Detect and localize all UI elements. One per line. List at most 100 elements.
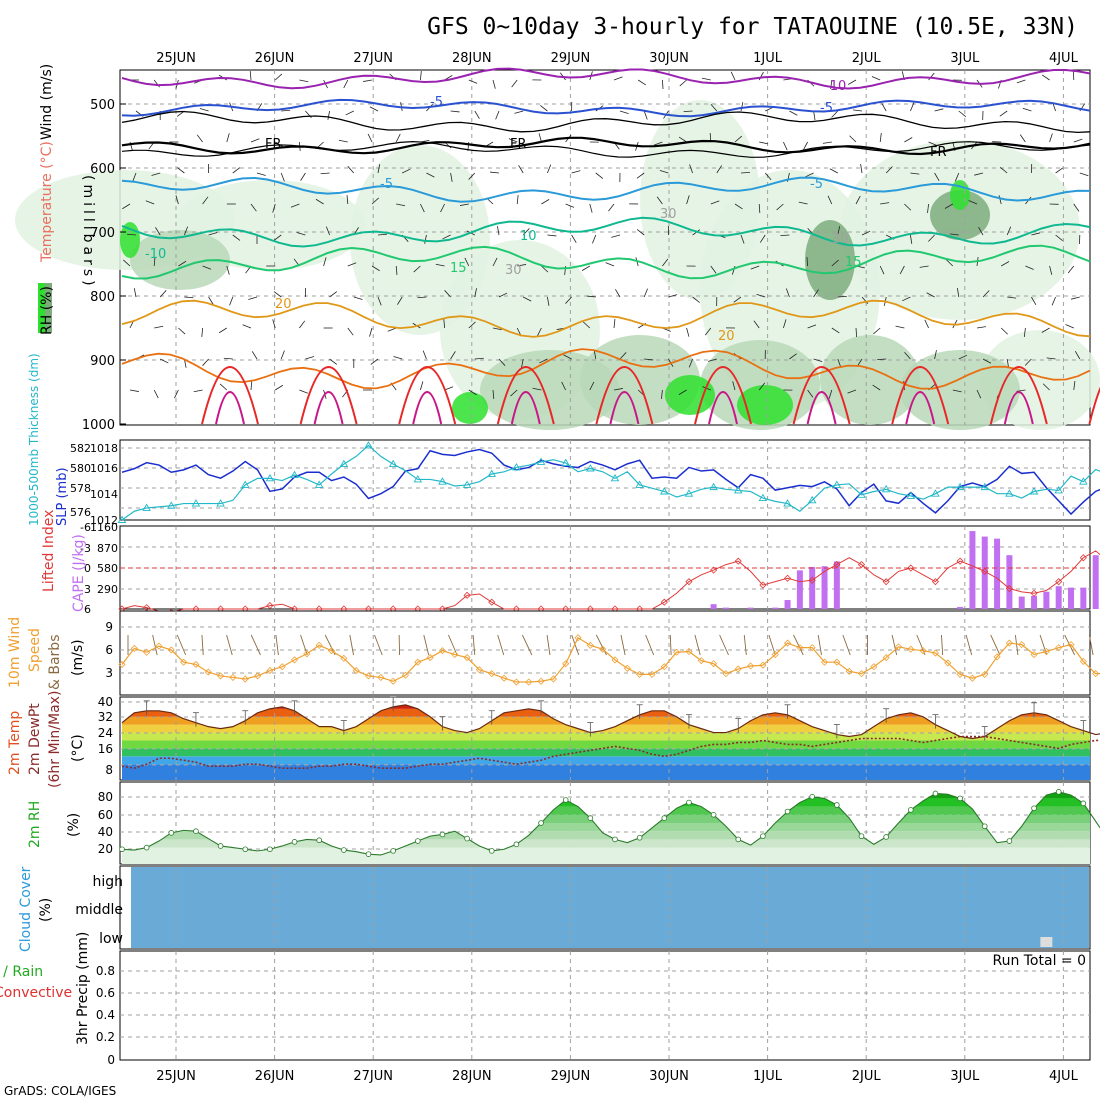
rh2m-axis: 80 60 40 20 [98,790,113,856]
wind-speed-marker [451,650,459,659]
wind-barb [444,290,451,298]
wind-speed-marker [993,653,1001,661]
wind-barb [274,384,284,391]
wind-barb [296,232,306,236]
wind-barb [934,108,944,112]
wind-barb [861,296,869,305]
wind10m-frame [119,610,1091,696]
wind-barb [822,141,832,144]
wind-barb [498,292,508,298]
wind-barb [807,324,817,329]
wind-barb [242,324,252,329]
isotherm [121,110,1091,134]
wind-barb [798,201,808,205]
wind-barb [132,172,137,182]
bottom-date-axis: 25JUN 26JUN 27JUN 28JUN 29JUN 30JUN 1JUL 2JUL 3J… [156,1069,1078,1084]
wind-barb [613,388,623,391]
wind-speed-marker [796,644,804,652]
rh-marker [1031,805,1037,812]
wind-barb [848,79,857,85]
isotherm [121,140,1091,158]
pressure-tick-label: 800 [90,290,115,305]
wind-barb [1070,296,1080,300]
cape-bar [957,606,964,609]
thickness-marker [240,480,250,488]
cape-bar [1092,555,1099,609]
wind-speed-marker [229,673,237,682]
wind-barb [371,265,380,272]
top-date-label: 27JUN [353,51,393,66]
rh-marker [883,834,889,840]
wind-speed-marker [549,675,557,683]
wind-barb [919,265,929,268]
wind-barb [968,200,978,205]
precip-tick-label: 0.2 [96,1030,115,1044]
wind-speed-marker [327,647,336,655]
wind-speed-marker [217,672,225,680]
wind-barb [474,288,477,298]
wind-barb [539,358,548,364]
wind-barb [976,326,986,329]
precip-grid [120,951,1090,1060]
wind-speed-marker [833,658,841,666]
wind-barb [880,202,890,205]
isotherm [121,348,1091,390]
wind-barb [780,234,790,237]
wind-speed-marker [562,660,570,668]
surface-wind-barb [645,634,655,656]
rh-marker [834,802,840,808]
top-date-label: 28JUN [452,51,492,66]
wind-barb [806,256,808,267]
li-marker [660,598,668,606]
rh-band [122,831,1090,840]
surface-wind-barb [374,634,383,656]
cape-bar [1043,591,1050,609]
wind-barb [393,356,403,360]
wind-barb [272,203,276,213]
wind-barb [636,172,645,179]
wind-barb [716,165,723,174]
wind-speed-marker [303,650,311,658]
wind-barb [837,358,842,368]
isotherm-arc [299,366,358,425]
precip-tick-label: 0.8 [96,964,115,978]
bottom-date-label: 30JUN [649,1069,689,1084]
wind-barb [701,77,711,81]
wind-barb [468,321,476,329]
surface-wind-barb [990,634,1001,656]
rh-marker [488,848,495,854]
thickness-marker [438,477,447,485]
rh2m-title: 2m RH [27,801,43,848]
cape-axes: -6 -3 0 3 6 1160 870 580 290 [80,521,118,616]
li-marker [710,566,718,574]
thickness-marker [881,484,891,493]
wind-barb [831,110,839,118]
wind-barb [347,166,355,174]
wind-barb [413,265,421,273]
isotherm-label: -10 [825,79,846,94]
wind-speed-marker [475,666,483,674]
wind-speed-marker [759,661,767,669]
wind-barb [998,195,1002,205]
isotherm-label: -5 [430,95,443,110]
surface-wind-barb [842,634,851,656]
wind-barb [474,110,480,119]
thickness-marker [265,473,275,482]
wind-barb [367,133,373,143]
cape-tick-label: 870 [97,542,118,555]
rh-marker [439,831,446,838]
thickness-marker [290,470,299,479]
thickness-marker [660,487,669,495]
thickness-marker [1029,487,1039,495]
wind10m-series [118,634,1100,686]
thickness-marker [1054,486,1063,494]
wind-speed-marker [118,660,126,669]
wind-speed-marker [783,639,792,647]
wind-barb [1041,327,1050,333]
run-total-label: Run Total = 0 [992,953,1086,969]
bottom-date-label: 4JUL [1049,1069,1079,1084]
wind-barb [678,136,687,143]
rh-shade [452,392,488,424]
rh-marker [193,828,199,834]
li-marker [463,591,471,599]
